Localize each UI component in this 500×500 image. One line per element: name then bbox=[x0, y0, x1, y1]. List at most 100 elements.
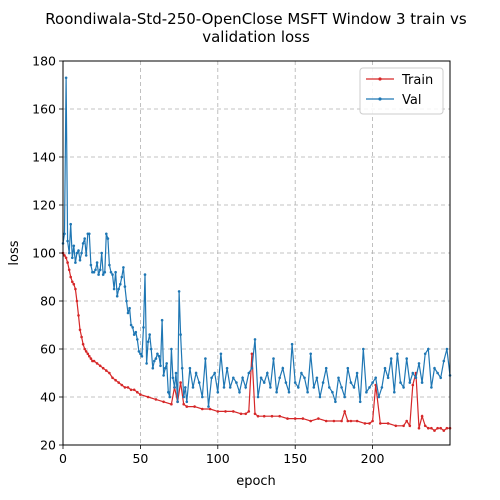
train-point bbox=[256, 414, 260, 418]
train-point bbox=[436, 426, 439, 430]
legend: Train Val bbox=[359, 67, 444, 115]
val-point bbox=[153, 359, 156, 363]
val-point bbox=[408, 381, 412, 384]
train-point bbox=[224, 410, 227, 413]
train-point bbox=[92, 359, 96, 363]
val-point bbox=[362, 347, 365, 351]
val-point bbox=[64, 76, 68, 80]
val-point bbox=[355, 371, 359, 375]
val-point bbox=[180, 366, 184, 370]
train-point bbox=[343, 410, 347, 413]
train-point bbox=[78, 328, 82, 332]
train-point bbox=[136, 390, 139, 394]
legend-val-label: Val bbox=[402, 93, 421, 108]
val-point bbox=[100, 251, 103, 255]
val-point bbox=[108, 263, 111, 267]
train-point bbox=[154, 398, 158, 401]
val-point bbox=[405, 357, 409, 360]
val-point bbox=[89, 263, 93, 267]
val-point bbox=[63, 232, 66, 236]
val-point bbox=[207, 405, 210, 408]
val-point bbox=[213, 371, 216, 375]
train-point bbox=[371, 419, 374, 423]
train-point bbox=[216, 410, 220, 413]
val-point bbox=[436, 371, 439, 375]
val-point bbox=[122, 266, 125, 269]
train-point bbox=[270, 414, 274, 418]
train-point bbox=[193, 405, 196, 408]
val-point bbox=[238, 390, 241, 394]
val-point bbox=[232, 376, 235, 380]
val-point bbox=[80, 251, 83, 255]
y-tick-label: 40 bbox=[40, 390, 56, 405]
val-point bbox=[140, 354, 144, 358]
val-point bbox=[95, 261, 99, 264]
val-point bbox=[368, 386, 371, 389]
train-point bbox=[208, 407, 212, 411]
train-point bbox=[111, 376, 114, 380]
val-point bbox=[417, 362, 421, 365]
val-point bbox=[179, 333, 182, 336]
train-point bbox=[66, 261, 69, 264]
val-point bbox=[331, 390, 334, 394]
train-point bbox=[77, 314, 80, 317]
val-point bbox=[112, 287, 116, 291]
train-point bbox=[74, 287, 77, 291]
train-point bbox=[81, 342, 85, 346]
val-point bbox=[262, 381, 266, 384]
val-point bbox=[365, 390, 368, 394]
y-tick-label: 60 bbox=[40, 342, 56, 357]
val-point bbox=[160, 318, 164, 322]
val-point bbox=[272, 357, 275, 360]
train-point bbox=[108, 371, 111, 375]
val-point bbox=[389, 357, 393, 360]
val-point bbox=[120, 275, 124, 279]
train-point bbox=[427, 426, 430, 430]
val-point bbox=[75, 251, 79, 255]
val-point bbox=[177, 290, 181, 293]
val-point bbox=[427, 347, 430, 351]
val-point bbox=[117, 287, 120, 291]
train-point bbox=[105, 369, 108, 372]
train-point bbox=[244, 412, 247, 416]
y-tick-label: 140 bbox=[32, 150, 56, 165]
legend-train-marker bbox=[378, 77, 382, 81]
val-point bbox=[148, 333, 151, 336]
val-point bbox=[358, 400, 362, 404]
train-point bbox=[201, 407, 204, 411]
val-point bbox=[71, 256, 74, 260]
val-point bbox=[414, 376, 418, 380]
train-point bbox=[417, 426, 421, 430]
legend-val-marker bbox=[378, 97, 382, 101]
val-point bbox=[374, 376, 378, 380]
val-point bbox=[126, 311, 130, 315]
val-point bbox=[145, 362, 148, 365]
train-point bbox=[346, 419, 350, 423]
train-point bbox=[83, 347, 86, 351]
train-point bbox=[332, 419, 336, 423]
train-point bbox=[309, 419, 313, 423]
train-point bbox=[63, 254, 66, 257]
val-point bbox=[269, 386, 272, 389]
val-point bbox=[146, 340, 150, 344]
val-point bbox=[170, 347, 173, 351]
train-point bbox=[349, 419, 353, 423]
val-point bbox=[134, 330, 138, 334]
val-point bbox=[216, 390, 220, 394]
val-point bbox=[228, 386, 232, 389]
train-point bbox=[80, 335, 83, 339]
x-tick-label: 100 bbox=[206, 451, 230, 466]
series-layer bbox=[61, 76, 452, 432]
val-point bbox=[162, 374, 165, 377]
val-point bbox=[94, 268, 97, 272]
x-axis-label: epoch bbox=[236, 474, 276, 489]
train-point bbox=[95, 362, 99, 365]
val-point bbox=[132, 333, 136, 336]
x-tick-label: 50 bbox=[132, 451, 148, 466]
val-point bbox=[402, 386, 405, 389]
val-point bbox=[142, 326, 145, 329]
val-point bbox=[78, 258, 82, 262]
val-point bbox=[137, 350, 141, 353]
val-point bbox=[293, 381, 297, 384]
